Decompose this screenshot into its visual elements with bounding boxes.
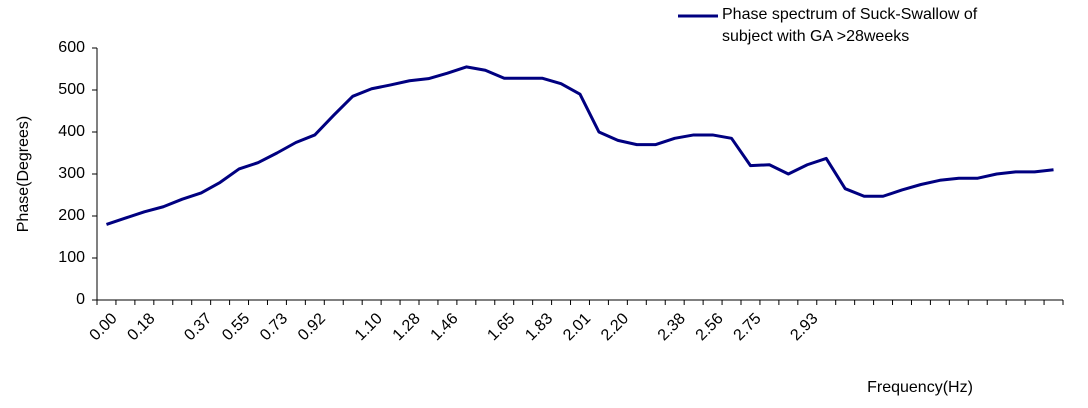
y-tick-label: 0	[76, 291, 85, 308]
x-tick-label: 1.65	[484, 310, 518, 344]
y-axis-title: Phase(Degrees)	[15, 116, 32, 233]
x-tick-label: 2.56	[693, 310, 727, 344]
x-tick-label: 1.10	[352, 310, 386, 344]
x-tick-label: 0.37	[181, 310, 215, 344]
legend-swatch-box	[678, 14, 718, 18]
x-axis-title: Frequency(Hz)	[867, 379, 973, 396]
x-tick-label: 1.28	[390, 310, 424, 344]
x-tick-label: 2.01	[560, 310, 594, 344]
series-line	[105, 65, 1054, 226]
x-tick-label: 0.18	[124, 310, 158, 344]
x-tick-label: 0.92	[295, 310, 329, 344]
x-tick-label: 2.38	[655, 310, 689, 344]
x-tick-label: 2.20	[598, 310, 632, 344]
y-tick-label: 300	[58, 165, 85, 182]
x-tick-label: 0.00	[87, 310, 121, 344]
x-tick-label: 0.55	[219, 310, 253, 344]
legend-label: Phase spectrum of Suck-Swallow of subjec…	[722, 6, 978, 45]
y-tick-label: 600	[58, 39, 85, 56]
x-tick-label: 2.93	[787, 310, 821, 344]
x-tick-label: 1.83	[522, 310, 556, 344]
y-tick-label: 100	[58, 249, 85, 266]
y-tick-label: 500	[58, 81, 85, 98]
x-tick-label: 0.73	[257, 310, 291, 344]
y-tick-label: 400	[58, 123, 85, 140]
y-tick-label: 200	[58, 207, 85, 224]
x-tick-label: 1.46	[428, 310, 462, 344]
x-tick-label: 2.75	[731, 310, 765, 344]
